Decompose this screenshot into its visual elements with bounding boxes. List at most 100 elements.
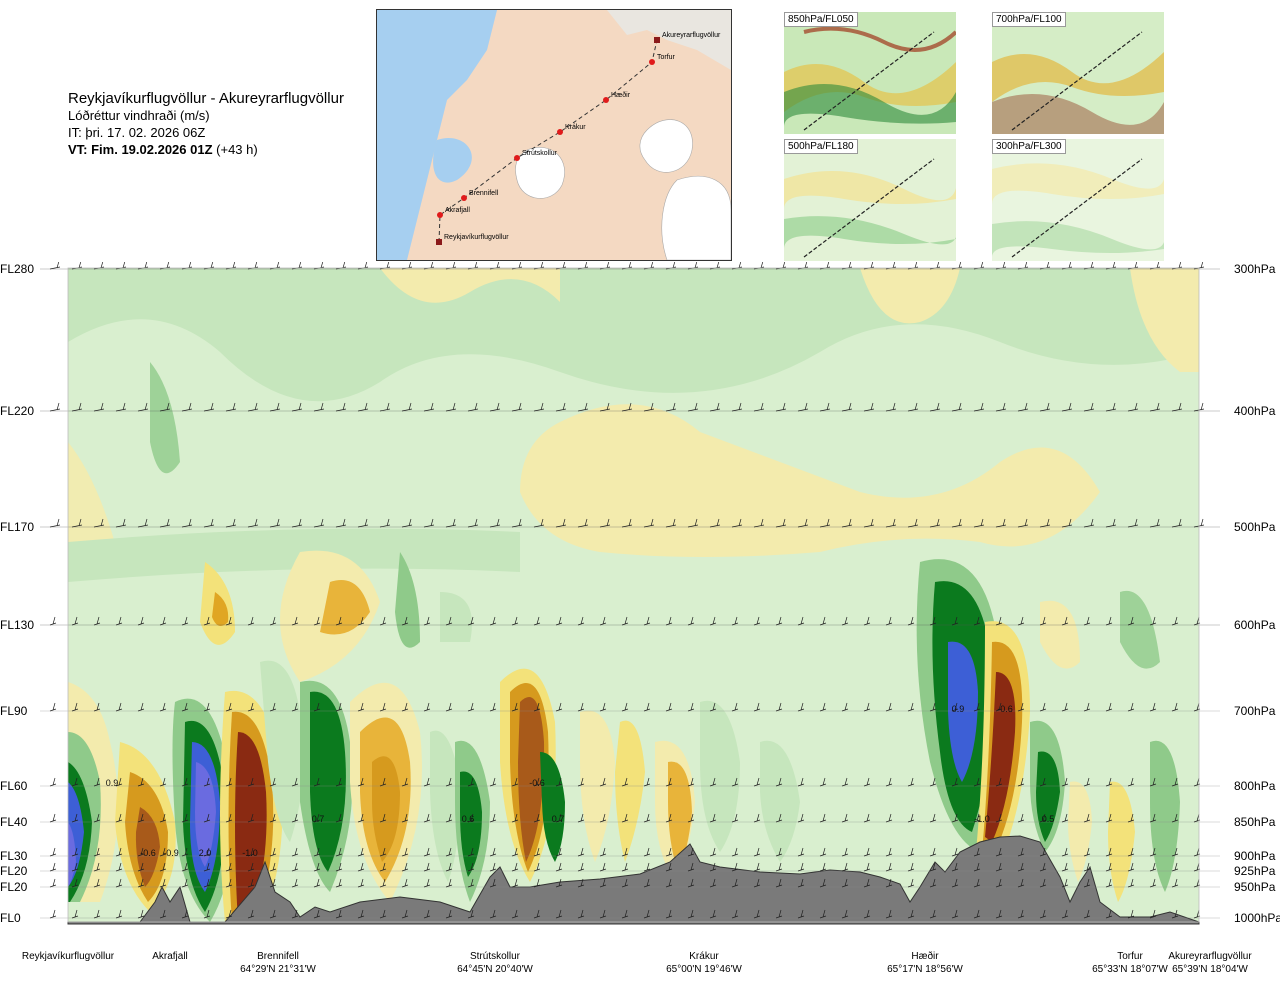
thumbnail-500hpa[interactable]: 500hPa/FL180 [784, 139, 957, 261]
wind-barb [511, 847, 519, 857]
wind-barb [137, 847, 145, 857]
wind-barb [357, 777, 365, 787]
route-point-label: Krákur [565, 124, 586, 131]
wind-barb [379, 702, 387, 712]
wind-barb [1171, 702, 1179, 712]
wind-barb [269, 777, 277, 787]
wind-barb [533, 847, 541, 857]
wind-barb [291, 813, 299, 823]
wind-barb [599, 518, 611, 528]
wind-barb [71, 862, 79, 872]
wind-barb [291, 616, 299, 626]
wind-barb [269, 878, 277, 888]
wind-barb [775, 616, 783, 626]
wind-barb [357, 616, 365, 626]
wind-barb [71, 518, 83, 528]
wind-barb [511, 777, 519, 787]
wind-barb [313, 862, 321, 872]
wind-barb [357, 518, 369, 528]
wind-barb [1061, 402, 1073, 412]
wind-barb [247, 616, 255, 626]
wind-barb [929, 909, 937, 919]
thumbnail-300hpa[interactable]: 300hPa/FL300 [992, 139, 1165, 261]
wind-barb [995, 616, 1003, 626]
wind-barb [511, 702, 519, 712]
wind-barb [797, 862, 805, 872]
wind-barb [973, 402, 985, 412]
heatmap-fill [68, 268, 1199, 922]
route-point [514, 155, 520, 161]
station-name: Krákur [689, 951, 719, 962]
wind-barb [621, 847, 629, 857]
wind-barb [555, 813, 563, 823]
wind-barb [401, 402, 413, 412]
wind-barb [929, 616, 937, 626]
value-label: 2.0 [199, 848, 212, 858]
wind-barb [665, 813, 673, 823]
wind-barb [1061, 702, 1069, 712]
wind-barb [1171, 813, 1179, 823]
station-name: Torfur [1117, 951, 1143, 962]
wind-barb [1105, 909, 1113, 919]
wind-barb [929, 402, 941, 412]
wind-barb [137, 909, 145, 919]
wind-barb [929, 813, 937, 823]
wind-barb [863, 862, 871, 872]
wind-barb [621, 402, 633, 412]
wind-barb [885, 909, 893, 919]
wind-barb [115, 878, 123, 888]
wind-barb [753, 878, 761, 888]
wind-barb [489, 616, 497, 626]
wind-barb [555, 702, 563, 712]
wind-barb [1171, 616, 1179, 626]
wind-barb [93, 909, 101, 919]
wind-barb [49, 402, 61, 412]
wind-barb [115, 847, 123, 857]
thumbnail-850hpa[interactable]: 850hPa/FL050 [784, 12, 958, 134]
wind-barb [181, 813, 189, 823]
wind-barb [269, 862, 277, 872]
thumbnail-700hpa[interactable]: 700hPa/FL100 [992, 12, 1164, 134]
wind-barb [885, 878, 893, 888]
wind-barb [269, 909, 277, 919]
wind-barb [819, 909, 827, 919]
wind-barb [577, 402, 589, 412]
valid-time-lead: (+43 h) [216, 142, 258, 157]
wind-barb [1127, 909, 1135, 919]
wind-barb [335, 909, 343, 919]
wind-barb [929, 847, 937, 857]
wind-barb [137, 518, 149, 528]
wind-barb [401, 878, 409, 888]
wind-barb [643, 847, 651, 857]
wind-barb [841, 813, 849, 823]
wind-barb [687, 847, 695, 857]
wind-barb [423, 702, 431, 712]
pressure-level-label: 900hPa [1234, 849, 1276, 863]
wind-barb [357, 402, 369, 412]
wind-barb [973, 777, 981, 787]
wind-barb [797, 702, 805, 712]
wind-barb [731, 909, 739, 919]
wind-barb [1149, 862, 1157, 872]
wind-barb [511, 862, 519, 872]
wind-barb [643, 813, 651, 823]
station-coord: 65°39'N 18°04'W [1172, 964, 1248, 975]
wind-barb [115, 402, 127, 412]
wind-barb [929, 702, 937, 712]
station-coord: 65°17'N 18°56'W [887, 964, 963, 975]
wind-barb [797, 777, 805, 787]
wind-barb [401, 813, 409, 823]
wind-barb [93, 847, 101, 857]
wind-barb [291, 878, 299, 888]
wind-barb [1017, 847, 1025, 857]
wind-barb [621, 616, 629, 626]
wind-barb [797, 878, 805, 888]
wind-barb [753, 616, 761, 626]
wind-barb [643, 402, 655, 412]
wind-barb [643, 518, 655, 528]
pressure-level-label: 925hPa [1234, 864, 1276, 878]
wind-barb [775, 909, 783, 919]
wind-barb [71, 402, 83, 412]
wind-barb [159, 702, 167, 712]
wind-barb [445, 862, 453, 872]
